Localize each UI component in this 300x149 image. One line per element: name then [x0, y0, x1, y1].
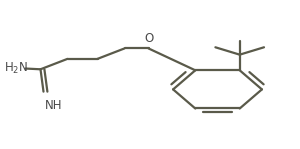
Text: O: O	[144, 32, 153, 45]
Text: NH: NH	[45, 99, 62, 112]
Text: H$_2$N: H$_2$N	[4, 61, 29, 76]
